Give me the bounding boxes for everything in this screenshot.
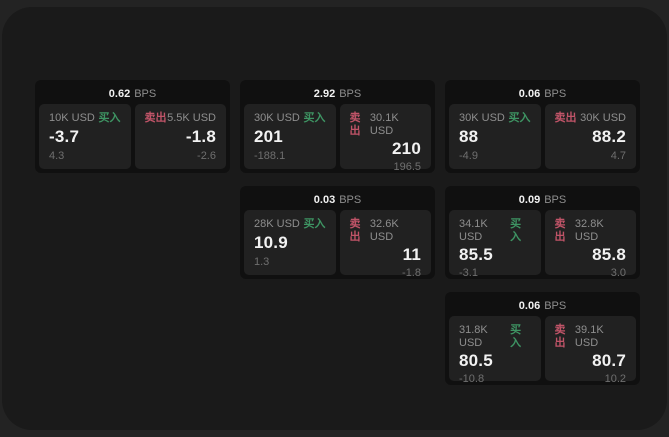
buy-price: -3.7 [49, 127, 80, 146]
sell-panel[interactable]: 卖出 39.1K USD 80.7 10.2 [544, 316, 636, 385]
buy-tag: 买入 [510, 218, 522, 243]
sell-price: 88.2 [592, 127, 626, 146]
quote-card: 0.62 BPS 10K USD 买入 -3.7 4.3 卖出 5.5K USD [35, 80, 230, 173]
spread-value: 0.06 [518, 300, 541, 312]
spread-value: 0.09 [518, 194, 541, 206]
buy-panel[interactable]: 30K USD 买入 88 -4.9 [449, 104, 541, 169]
buy-change: 1.3 [254, 256, 270, 268]
spread-unit: BPS [134, 88, 157, 100]
buy-tag: 买入 [510, 324, 522, 349]
buy-change: -4.9 [459, 150, 478, 162]
buy-size: 10K USD [49, 112, 95, 124]
buy-panel[interactable]: 10K USD 买入 -3.7 4.3 [39, 104, 131, 169]
spread-header: 0.62 BPS [39, 84, 226, 104]
buy-size: 30K USD [459, 112, 505, 124]
sell-size: 30K USD [580, 112, 626, 124]
quote-card: 2.92 BPS 30K USD 买入 201 -188.1 卖出 30.1K U… [240, 80, 435, 173]
sell-change: -1.8 [402, 267, 421, 279]
quote-card: 0.06 BPS 30K USD 买入 88 -4.9 卖出 30K USD [445, 80, 640, 173]
sell-tag: 卖出 [349, 112, 361, 137]
buy-price: 85.5 [459, 245, 493, 264]
sell-price: 80.7 [592, 351, 626, 370]
buy-size: 30K USD [254, 112, 300, 124]
spread-header: 0.06 BPS [449, 296, 636, 316]
sell-panel[interactable]: 卖出 32.6K USD 11 -1.8 [339, 210, 431, 279]
sell-size: 32.8K USD [574, 218, 604, 243]
buy-size: 31.8K USD [459, 324, 488, 349]
buy-size: 34.1K USD [459, 218, 488, 243]
sell-panel[interactable]: 卖出 5.5K USD -1.8 -2.6 [134, 104, 226, 169]
sell-tag: 卖出 [554, 324, 566, 349]
sell-change: -2.6 [197, 150, 216, 162]
quote-card: 0.03 BPS 28K USD 买入 10.9 1.3 卖出 32.6K USD [240, 186, 435, 279]
buy-change: -188.1 [254, 150, 286, 162]
sell-tag: 卖出 [349, 218, 361, 243]
spread-value: 0.06 [518, 88, 541, 100]
sell-change: 4.7 [610, 150, 626, 162]
buy-price: 201 [254, 127, 283, 146]
sell-change: 3.0 [610, 267, 626, 279]
sell-tag: 卖出 [144, 112, 167, 124]
buy-tag: 买入 [303, 112, 326, 124]
buy-tag: 买入 [508, 112, 531, 124]
buy-tag: 买入 [303, 218, 326, 230]
sell-size: 32.6K USD [369, 218, 399, 243]
spread-header: 0.06 BPS [449, 84, 636, 104]
sell-size: 5.5K USD [167, 112, 216, 124]
buy-change: 4.3 [49, 150, 65, 162]
quote-card: 0.06 BPS 31.8K USD 买入 80.5 -10.8 卖出 39.1K… [445, 292, 640, 385]
sell-price: -1.8 [185, 127, 216, 146]
spread-header: 0.03 BPS [244, 190, 431, 210]
buy-panel[interactable]: 31.8K USD 买入 80.5 -10.8 [449, 316, 541, 385]
app-window: 0.62 BPS 10K USD 买入 -3.7 4.3 卖出 5.5K USD [2, 7, 667, 430]
sell-tag: 卖出 [554, 112, 577, 124]
buy-price: 80.5 [459, 351, 493, 370]
sell-panel[interactable]: 卖出 30.1K USD 210 196.5 [339, 104, 431, 173]
sell-change: 196.5 [393, 161, 421, 173]
buy-price: 88 [459, 127, 479, 146]
sell-size: 39.1K USD [574, 324, 604, 349]
quote-card: 0.09 BPS 34.1K USD 买入 85.5 -3.1 卖出 32.8K … [445, 186, 640, 279]
spread-unit: BPS [544, 300, 567, 312]
spread-value: 0.62 [108, 88, 131, 100]
spread-unit: BPS [544, 88, 567, 100]
buy-panel[interactable]: 34.1K USD 买入 85.5 -3.1 [449, 210, 541, 279]
buy-price: 10.9 [254, 233, 288, 252]
spread-unit: BPS [544, 194, 567, 206]
sell-change: 10.2 [604, 373, 626, 385]
quote-grid: 0.62 BPS 10K USD 买入 -3.7 4.3 卖出 5.5K USD [35, 80, 640, 385]
spread-value: 0.03 [313, 194, 336, 206]
buy-change: -10.8 [459, 373, 485, 385]
spread-header: 0.09 BPS [449, 190, 636, 210]
spread-unit: BPS [339, 194, 362, 206]
spread-unit: BPS [339, 88, 362, 100]
buy-panel[interactable]: 30K USD 买入 201 -188.1 [244, 104, 336, 169]
buy-tag: 买入 [98, 112, 121, 124]
buy-change: -3.1 [459, 267, 478, 279]
buy-panel[interactable]: 28K USD 买入 10.9 1.3 [244, 210, 336, 275]
sell-price: 210 [392, 139, 421, 158]
sell-panel[interactable]: 卖出 30K USD 88.2 4.7 [544, 104, 636, 169]
sell-tag: 卖出 [554, 218, 566, 243]
sell-price: 85.8 [592, 245, 626, 264]
sell-price: 11 [402, 245, 421, 264]
sell-panel[interactable]: 卖出 32.8K USD 85.8 3.0 [544, 210, 636, 279]
buy-size: 28K USD [254, 218, 300, 230]
spread-header: 2.92 BPS [244, 84, 431, 104]
sell-size: 30.1K USD [369, 112, 399, 137]
spread-value: 2.92 [313, 88, 336, 100]
